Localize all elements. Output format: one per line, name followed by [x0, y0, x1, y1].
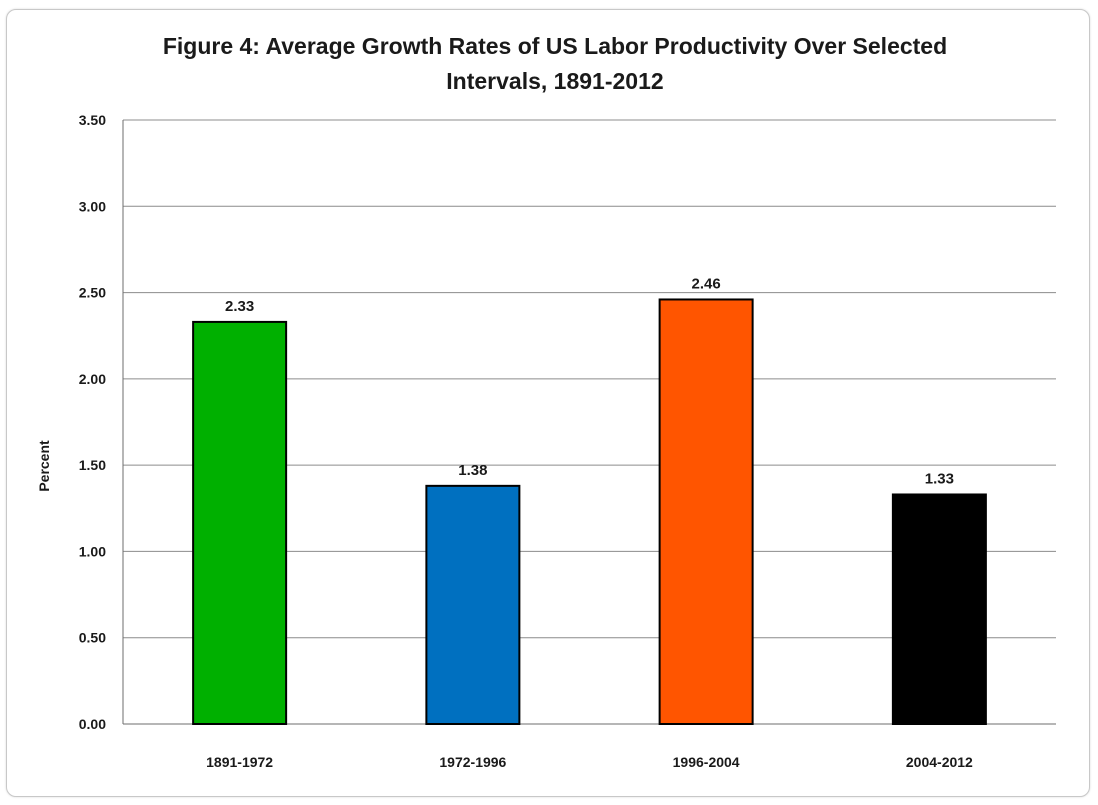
bar-1972-1996	[425, 484, 521, 726]
y-tick-label: 0.50	[79, 630, 106, 646]
y-tick-label: 3.00	[79, 198, 106, 214]
data-label: 1.38	[458, 462, 487, 479]
x-tick-label: 1972-1996	[439, 754, 506, 770]
y-axis-ticks: 0.00 0.50 1.00 1.50 2.00 2.50 3.00 3.50	[79, 112, 106, 732]
y-tick-label: 3.50	[79, 112, 106, 128]
chart-title-line-2: Intervals, 1891-2012	[446, 68, 663, 94]
x-tick-label: 1891-1972	[206, 754, 273, 770]
y-tick-label: 1.50	[79, 457, 106, 473]
bar-1996-2004	[658, 298, 754, 725]
bars	[192, 298, 987, 726]
x-tick-label: 1996-2004	[673, 754, 740, 770]
bar-1891-1972	[192, 320, 288, 725]
x-axis-ticks: 1891-1972 1972-1996 1996-2004 2004-2012	[206, 754, 973, 770]
data-label: 2.46	[692, 275, 721, 292]
y-tick-label: 0.00	[79, 716, 106, 732]
data-label: 1.33	[925, 470, 954, 487]
data-label: 2.33	[225, 298, 254, 315]
y-tick-label: 2.50	[79, 285, 106, 301]
y-tick-label: 1.00	[79, 543, 106, 559]
x-tick-label: 2004-2012	[906, 754, 973, 770]
data-labels: 2.33 1.38 2.46 1.33	[225, 275, 954, 487]
y-tick-label: 2.00	[79, 371, 106, 387]
chart-title-line-1: Figure 4: Average Growth Rates of US Lab…	[163, 33, 947, 59]
y-axis-title: Percent	[36, 440, 52, 492]
bar-2004-2012	[891, 493, 987, 726]
